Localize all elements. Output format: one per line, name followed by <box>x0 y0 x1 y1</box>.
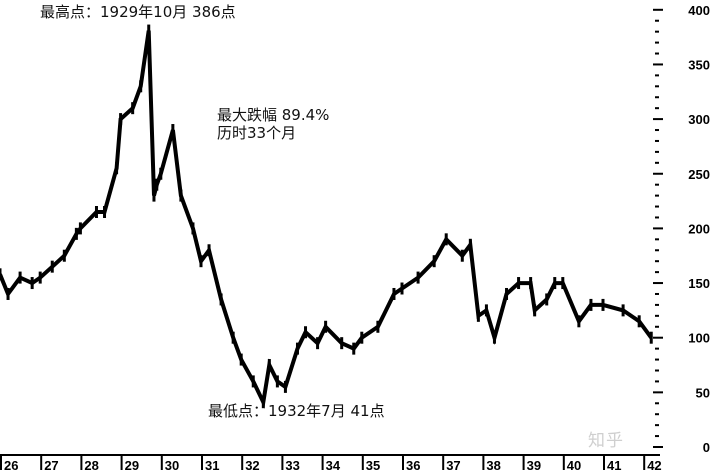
x-tick-label: 26 <box>4 458 18 473</box>
x-tick-label: 29 <box>125 458 139 473</box>
x-tick-label: 36 <box>406 458 420 473</box>
annotation-duration: 历时33个月 <box>217 124 297 142</box>
watermark: 知乎 <box>588 431 624 451</box>
x-tick-label: 35 <box>366 458 380 473</box>
x-tick-label: 38 <box>486 458 500 473</box>
x-tick-label: 32 <box>245 458 259 473</box>
y-tick-label: 250 <box>688 167 710 182</box>
y-tick-label: 400 <box>688 3 710 18</box>
y-tick-label: 150 <box>688 276 710 291</box>
x-tick-label: 31 <box>205 458 219 473</box>
x-tick-label: 30 <box>165 458 179 473</box>
y-tick-label: 0 <box>703 440 710 455</box>
y-tick-label: 100 <box>688 331 710 346</box>
x-tick-label: 34 <box>326 458 341 473</box>
x-tick-label: 39 <box>527 458 541 473</box>
x-tick-label: 33 <box>285 458 299 473</box>
annotation-drop: 最大跌幅 89.4% <box>217 106 330 124</box>
x-tick-label: 37 <box>446 458 460 473</box>
y-tick-label: 200 <box>688 221 710 236</box>
x-tick-label: 27 <box>44 458 58 473</box>
x-tick-label: 28 <box>84 458 98 473</box>
x-tick-label: 42 <box>647 458 661 473</box>
annotation-low: 最低点：1932年7月 41点 <box>208 402 385 420</box>
y-tick-label: 50 <box>696 385 710 400</box>
x-tick-label: 40 <box>567 458 581 473</box>
y-tick-label: 300 <box>688 112 710 127</box>
x-tick-label: 41 <box>607 458 621 473</box>
annotation-high: 最高点：1929年10月 386点 <box>40 3 236 21</box>
y-tick-label: 350 <box>688 57 710 72</box>
